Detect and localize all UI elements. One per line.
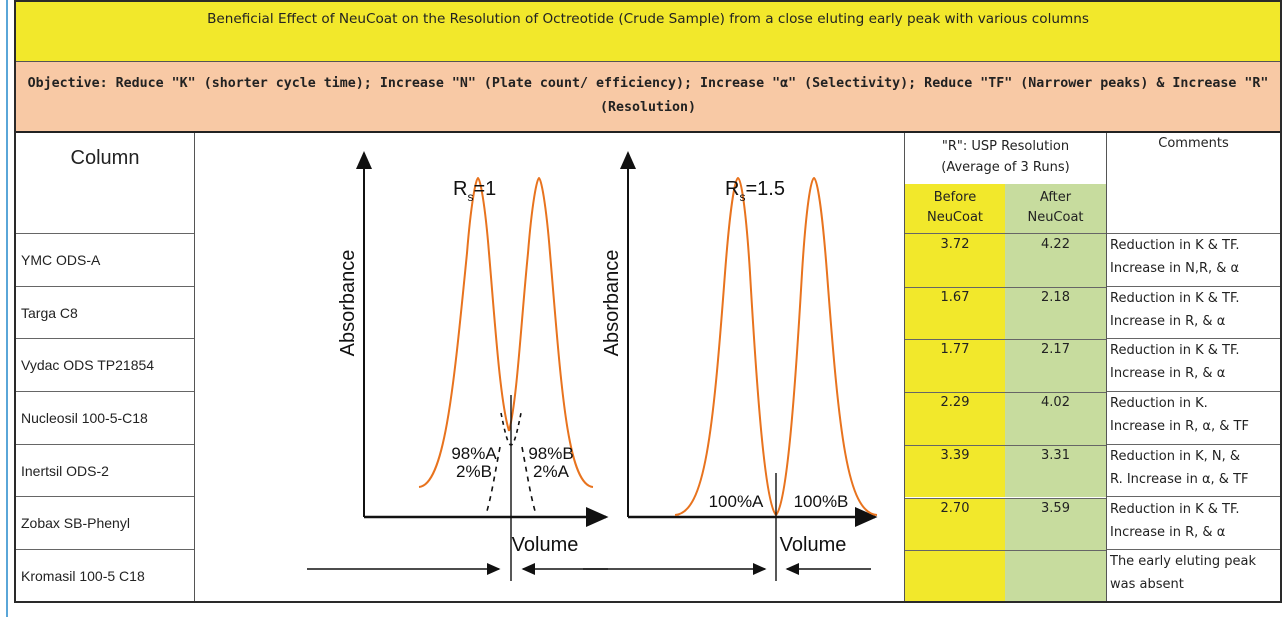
after-value: 4.22 — [1005, 234, 1106, 287]
left-rs-label: Rs=1 — [453, 178, 496, 204]
row-divider — [905, 392, 1106, 394]
divider-line — [1106, 133, 1107, 601]
left-y-label: Absorbance — [337, 250, 359, 357]
comment-cell: Reduction in K & TF. Increase in R, & α — [1107, 339, 1280, 393]
resolution-header-line-2: (Average of 3 Runs) — [941, 160, 1070, 175]
left-peak-b — [508, 176, 594, 488]
right-peak-a-label: 100%A — [709, 492, 764, 511]
row-divider — [905, 286, 1106, 288]
before-header-line-2: NeuCoat — [926, 210, 984, 225]
right-peak-b — [775, 176, 878, 516]
row-divider — [905, 339, 1106, 341]
column-row: YMC ODS-A — [16, 234, 194, 287]
column-row: Targa C8 — [16, 287, 194, 340]
after-value: 3.59 — [1005, 497, 1106, 551]
column-row: Zobax SB-Phenyl — [16, 497, 194, 551]
before-value: 1.67 — [905, 286, 1005, 340]
resolution-section: "R": USP Resolution (Average of 3 Runs) … — [905, 133, 1280, 601]
right-peak-a — [674, 176, 777, 516]
before-neucoat-header: Before NeuCoat — [905, 184, 1005, 234]
left-peak-b-label-2: 2%A — [533, 462, 570, 481]
column-name: Kromasil 100-5 C18 — [21, 568, 145, 585]
right-rs-label: Rs=1.5 — [725, 178, 785, 204]
after-header-line-1: After — [1039, 190, 1072, 205]
column-name: Zobax SB-Phenyl — [21, 515, 130, 532]
column-row: Kromasil 100-5 C18 — [16, 550, 194, 601]
resolution-header: "R": USP Resolution (Average of 3 Runs) — [905, 133, 1106, 184]
column-row: Vydac ODS TP21854 — [16, 339, 194, 393]
column-name: Nucleosil 100-5-C18 — [21, 409, 148, 426]
comment-cell: The early eluting peak was absent — [1110, 554, 1256, 593]
comment-cell: Reduction in K & TF. Increase in N,R, & α — [1107, 234, 1280, 287]
after-value: 4.02 — [1005, 392, 1106, 445]
left-x-label: Volume — [512, 534, 579, 556]
results-table: Beneficial Effect of NeuCoat on the Reso… — [14, 0, 1282, 603]
before-value — [905, 550, 1005, 601]
left-panel: Absorbance Volume Rs=1 98%A 2%B 98%B 2%A — [307, 151, 609, 581]
left-peak-a-label-2: 2%B — [456, 462, 492, 481]
after-value — [1005, 550, 1106, 601]
divider-line — [904, 133, 905, 601]
before-value: 3.72 — [905, 234, 1005, 287]
before-value: 3.39 — [905, 444, 1005, 498]
comment-cell: Reduction in K, N, & R. Increase in α, & … — [1107, 445, 1280, 498]
before-value: 1.77 — [905, 339, 1005, 393]
column-name-column: Column YMC ODS-A Targa C8 Vydac ODS TP21… — [16, 133, 194, 601]
comments-header-text: Comments — [1158, 136, 1229, 151]
column-name: Targa C8 — [21, 304, 78, 321]
column-header-text: Column — [70, 147, 140, 169]
column-row: Inertsil ODS-2 — [16, 445, 194, 498]
after-header-line-2: NeuCoat — [1027, 210, 1084, 225]
before-header-line-1: Before — [933, 190, 977, 205]
table-title: Beneficial Effect of NeuCoat on the Reso… — [16, 2, 1280, 62]
objective-band: Objective: Reduce "K" (shorter cycle tim… — [16, 62, 1280, 133]
row-divider — [905, 550, 1106, 552]
page-left-rule — [6, 0, 8, 617]
left-peak-b-label-1: 98%B — [528, 444, 573, 463]
after-value: 3.31 — [1005, 444, 1106, 498]
after-value: 2.17 — [1005, 339, 1106, 393]
right-y-label: Absorbance — [601, 250, 623, 357]
column-row: Nucleosil 100-5-C18 — [16, 392, 194, 445]
comment-cell: Reduction in K. Increase in R, α, & TF — [1107, 392, 1280, 445]
column-header: Column — [16, 133, 194, 234]
objective-line-1: Objective: Reduce "K" (shorter cycle tim… — [27, 76, 1269, 91]
right-peak-b-label: 100%B — [794, 492, 849, 511]
right-panel: Absorbance Volume Rs=1.5 100%A 100%B — [583, 151, 878, 581]
left-peak-a — [418, 176, 510, 488]
column-name: Vydac ODS TP21854 — [21, 357, 155, 374]
table-title-text: Beneficial Effect of NeuCoat on the Reso… — [207, 11, 1089, 27]
after-neucoat-header: After NeuCoat — [1005, 184, 1106, 234]
divider-line — [194, 133, 195, 601]
row-divider — [905, 497, 1106, 499]
objective-line-2: (Resolution) — [599, 100, 697, 115]
left-peak-a-label-1: 98%A — [451, 444, 497, 463]
before-value: 2.29 — [905, 392, 1005, 445]
row-divider — [905, 444, 1106, 446]
before-value: 2.70 — [905, 497, 1005, 551]
right-x-label: Volume — [780, 534, 847, 556]
comments-header: Comments — [1107, 133, 1280, 234]
comment-cell: Reduction in K & TF. Increase in R, & α — [1107, 287, 1280, 340]
comment-cell: Reduction in K & TF. Increase in R, & α — [1107, 498, 1280, 551]
column-name: YMC ODS-A — [21, 251, 101, 268]
column-name: Inertsil ODS-2 — [21, 462, 109, 479]
resolution-diagram: Absorbance Volume Rs=1 98%A 2%B 98%B 2%A… — [307, 151, 878, 581]
after-value: 2.18 — [1005, 286, 1106, 340]
resolution-header-line-1: "R": USP Resolution — [941, 139, 1070, 154]
